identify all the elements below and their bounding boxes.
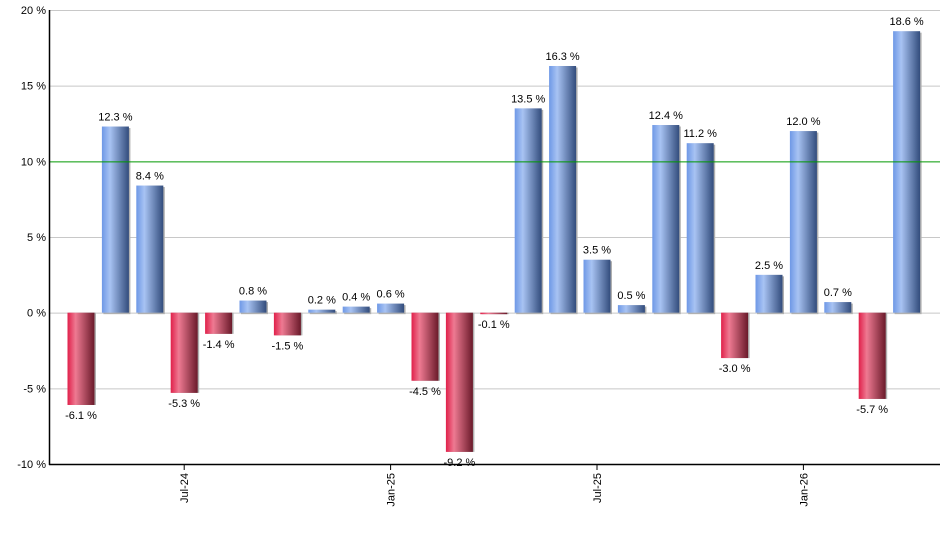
data-label: 0.8 % xyxy=(239,286,267,298)
y-tick-label: 15 % xyxy=(21,81,46,93)
data-label: 0.6 % xyxy=(377,289,405,301)
bar xyxy=(755,274,783,313)
bar xyxy=(480,312,508,315)
y-tick-label: 20 % xyxy=(21,5,46,17)
y-tick-label: 10 % xyxy=(21,156,46,168)
x-tick-label: Jan-25 xyxy=(386,473,398,507)
bar xyxy=(308,309,336,313)
bar xyxy=(549,65,577,313)
bar xyxy=(686,143,714,313)
data-label: 3.5 % xyxy=(583,245,611,257)
data-label: -5.3 % xyxy=(168,398,200,410)
data-label: -5.7 % xyxy=(856,404,888,416)
y-tick-label: -5 % xyxy=(23,383,46,395)
bar xyxy=(377,303,405,313)
axes: -10 % -5 % 0 % 5 % 10 % 15 % 20 % Jul-24 Jan-25 J… xyxy=(17,5,940,507)
bar xyxy=(445,312,473,452)
data-label: 11.2 % xyxy=(683,128,717,140)
bars: -6.1 % 12.3 % 8.4 % -5.3 % -1.4 % 0.8 % -1.5 %… xyxy=(65,16,924,469)
bar xyxy=(342,306,370,313)
bar xyxy=(273,312,301,336)
data-label: 0.7 % xyxy=(824,287,852,299)
data-label: 8.4 % xyxy=(136,171,164,183)
data-label: -1.5 % xyxy=(272,340,304,352)
data-label: 12.4 % xyxy=(649,110,683,122)
data-label: 0.5 % xyxy=(617,290,645,302)
data-label: -0.1 % xyxy=(478,319,510,331)
bar xyxy=(858,312,886,399)
data-label: 18.6 % xyxy=(889,16,923,28)
data-label: 12.0 % xyxy=(786,116,820,128)
bar xyxy=(721,312,749,359)
x-tick-label: Jul-24 xyxy=(179,473,191,503)
data-label: 0.4 % xyxy=(342,292,370,304)
bar xyxy=(67,312,95,405)
data-label: 12.3 % xyxy=(98,112,132,124)
bar xyxy=(789,131,817,313)
bar xyxy=(617,305,645,313)
bar xyxy=(411,312,439,381)
bar xyxy=(101,126,129,313)
bar xyxy=(136,185,164,313)
bar xyxy=(514,108,542,313)
y-tick-label: 0 % xyxy=(27,308,46,320)
bar xyxy=(583,259,611,313)
data-label: 0.2 % xyxy=(308,295,336,307)
bar xyxy=(652,125,680,313)
x-tick-label: Jul-25 xyxy=(592,473,604,503)
data-label: -1.4 % xyxy=(203,339,235,351)
y-tick-label: -10 % xyxy=(17,459,46,471)
data-label: 13.5 % xyxy=(511,93,545,105)
bar xyxy=(824,302,852,313)
data-label: 16.3 % xyxy=(545,51,579,63)
data-label: -4.5 % xyxy=(409,386,441,398)
data-label: 2.5 % xyxy=(755,260,783,272)
bar xyxy=(239,300,267,313)
bar xyxy=(170,312,198,393)
data-label: -9.2 % xyxy=(444,457,476,469)
data-label: -6.1 % xyxy=(65,410,97,422)
bar xyxy=(893,31,921,313)
x-tick-label: Jan-26 xyxy=(798,473,810,507)
bar xyxy=(205,312,233,334)
y-tick-label: 5 % xyxy=(27,232,46,244)
data-label: -3.0 % xyxy=(719,363,751,375)
